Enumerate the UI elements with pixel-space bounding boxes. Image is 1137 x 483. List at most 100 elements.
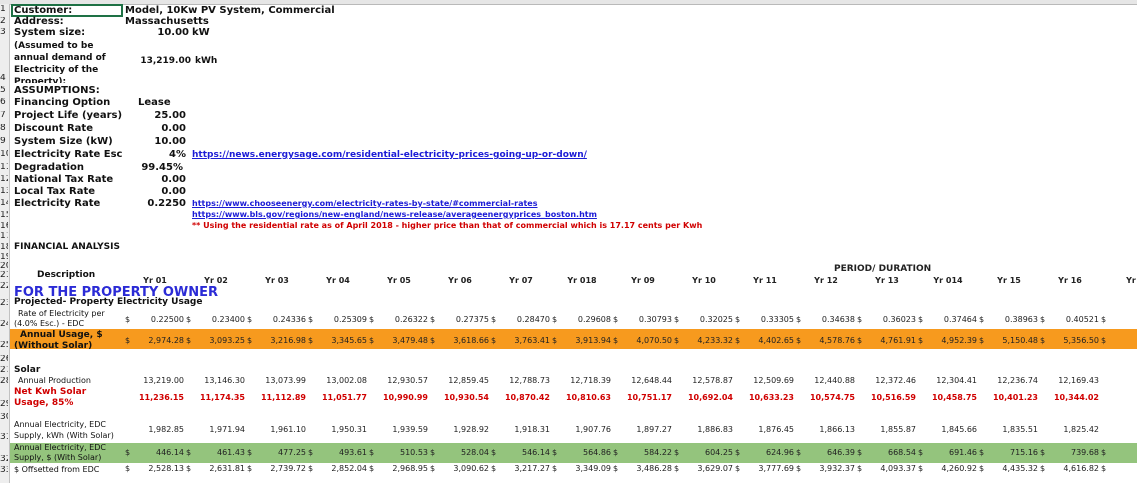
edc-kwh-cell[interactable]: 1,845.66 [941, 425, 977, 434]
offset-cell[interactable]: 3,777.69 [758, 464, 794, 473]
net-kwh-cell[interactable]: 10,401.23 [992, 393, 1038, 402]
offset-cell[interactable]: 3,217.27 [514, 464, 550, 473]
net-kwh-cell[interactable]: 10,870.42 [504, 393, 550, 402]
production-value[interactable]: 13,219.00 [140, 56, 191, 66]
annual-usage-cell[interactable]: 3,763.41 [514, 336, 550, 345]
annual-usage-cell[interactable]: 3,479.48 [392, 336, 428, 345]
annual-usage-cell[interactable]: 4,070.50 [636, 336, 672, 345]
row-number[interactable]: 20 [0, 262, 8, 271]
rate-cell[interactable]: 0. [1107, 316, 1137, 324]
annual-usage-cell[interactable]: 4,761.91 [880, 336, 916, 345]
row-number[interactable]: 13 [0, 187, 8, 196]
edc-kwh-cell[interactable]: 1,855.87 [880, 425, 916, 434]
annual-production-cell[interactable]: 13,073.99 [265, 376, 306, 385]
row-number[interactable]: 32 [0, 455, 8, 464]
edc-usd-cell[interactable]: 739.68 [1071, 448, 1099, 457]
net-kwh-cell[interactable]: 11,236.15 [138, 393, 184, 402]
year-header[interactable]: Yr 06 [448, 276, 472, 285]
edc-kwh-cell[interactable]: 1,982.85 [148, 425, 184, 434]
escalation-source-link[interactable]: https://news.energysage.com/residential-… [192, 150, 587, 160]
row-number[interactable]: 21 [0, 271, 8, 280]
offset-cell[interactable]: 3,349.09 [575, 464, 611, 473]
row-number[interactable]: 22 [0, 282, 8, 291]
annual-production-cell[interactable]: 12 [1107, 377, 1137, 385]
edc-kwh-cell[interactable]: 1,907.76 [575, 425, 611, 434]
row-number[interactable]: 7 [0, 111, 6, 120]
annual-production-cell[interactable]: 13,146.30 [204, 376, 245, 385]
row-number[interactable]: 19 [0, 253, 8, 262]
row-number[interactable]: 18 [0, 243, 8, 252]
year-header[interactable]: Yr 03 [265, 276, 289, 285]
edc-usd-cell[interactable]: 584.22 [644, 448, 672, 457]
row-number[interactable]: 8 [0, 124, 6, 133]
edc-usd-cell[interactable]: 546.14 [522, 448, 550, 457]
offset-cell[interactable]: 3,486.28 [636, 464, 672, 473]
edc-kwh-cell[interactable]: 1,950.31 [331, 425, 367, 434]
row-number[interactable]: 31 [0, 433, 8, 442]
offset-cell[interactable]: 4,616.82 [1063, 464, 1099, 473]
edc-kwh-cell[interactable]: 1,928.92 [453, 425, 489, 434]
offset-cell[interactable]: 4,260.92 [941, 464, 977, 473]
year-header[interactable]: Yr 12 [814, 276, 838, 285]
row-number[interactable]: 6 [0, 98, 6, 107]
selected-cell[interactable] [11, 4, 123, 17]
annual-production-cell[interactable]: 12,304.41 [936, 376, 977, 385]
edc-usd-cell[interactable]: 446.14 [156, 448, 184, 457]
annual-usage-cell[interactable]: 4,578.76 [819, 336, 855, 345]
annual-usage-cell[interactable]: 3,093.25 [209, 336, 245, 345]
rate-cell[interactable]: 0.37464 [943, 315, 977, 324]
annual-production-cell[interactable]: 12,788.73 [509, 376, 550, 385]
edc-kwh-cell[interactable]: 1,971.94 [209, 425, 245, 434]
offset-cell[interactable]: 2,631.81 [209, 464, 245, 473]
year-header[interactable]: Yr 01 [143, 276, 167, 285]
annual-production-cell[interactable]: 13,002.08 [326, 376, 367, 385]
edc-kwh-cell[interactable]: 1,939.59 [392, 425, 428, 434]
financing-option-value[interactable]: Lease [138, 97, 171, 108]
edc-usd-cell[interactable]: 668.54 [888, 448, 916, 457]
row-number[interactable]: 14 [0, 199, 8, 208]
offset-cell[interactable]: 4,8 [1107, 465, 1137, 473]
net-kwh-cell[interactable]: 11,051.77 [321, 393, 367, 402]
row-number[interactable]: 24 [0, 320, 8, 329]
row-number[interactable]: 33 [0, 466, 8, 475]
column-header-strip[interactable] [0, 0, 1137, 5]
rate-cell[interactable]: 0.40521 [1065, 315, 1099, 324]
year-header[interactable]: Yr [1126, 276, 1136, 285]
row-number[interactable]: 29 [0, 400, 8, 409]
edc-kwh-cell[interactable]: 1,825.42 [1063, 425, 1099, 434]
annual-usage-cell[interactable]: 3,345.65 [331, 336, 367, 345]
row-number[interactable]: 12 [0, 175, 8, 184]
edc-usd-cell[interactable]: 646.39 [827, 448, 855, 457]
net-kwh-cell[interactable]: 10,751.17 [626, 393, 672, 402]
system-size-value[interactable]: 10.00 [157, 27, 189, 38]
edc-usd-cell[interactable]: 691.46 [949, 448, 977, 457]
rate-cell[interactable]: 0.25309 [333, 315, 367, 324]
annual-usage-cell[interactable]: 3,913.94 [575, 336, 611, 345]
net-kwh-cell[interactable]: 11,174.35 [199, 393, 245, 402]
annual-production-cell[interactable]: 12,930.57 [387, 376, 428, 385]
row-number[interactable]: 27 [0, 366, 8, 375]
rate-cell[interactable]: 0.28470 [516, 315, 550, 324]
rate-cell[interactable]: 0.22500 [150, 315, 184, 324]
net-kwh-cell[interactable]: 10,458.75 [931, 393, 977, 402]
net-kwh-cell[interactable]: 10,574.75 [809, 393, 855, 402]
net-kwh-cell[interactable]: 10,633.23 [748, 393, 794, 402]
offset-cell[interactable]: 2,968.95 [392, 464, 428, 473]
offset-cell[interactable]: 3,629.07 [697, 464, 733, 473]
year-header[interactable]: Yr 10 [692, 276, 716, 285]
net-kwh-cell[interactable]: 10,692.04 [687, 393, 733, 402]
rate-cell[interactable]: 0.23400 [211, 315, 245, 324]
electricity-rate-value[interactable]: 0.2250 [147, 198, 186, 209]
net-kwh-cell[interactable]: 10,990.99 [382, 393, 428, 402]
edc-usd-cell[interactable]: 528.04 [461, 448, 489, 457]
net-kwh-cell[interactable]: 11,112.89 [260, 393, 306, 402]
rate-cell[interactable]: 0.27375 [455, 315, 489, 324]
annual-usage-cell[interactable]: 4,233.32 [697, 336, 733, 345]
offset-cell[interactable]: 2,528.13 [148, 464, 184, 473]
edc-usd-cell[interactable]: 604.25 [705, 448, 733, 457]
edc-kwh-cell[interactable]: 1,886.83 [697, 425, 733, 434]
project-life-value[interactable]: 25.00 [154, 110, 186, 121]
edc-usd-cell[interactable]: 493.61 [339, 448, 367, 457]
annual-usage-cell[interactable]: 5,150.48 [1002, 336, 1038, 345]
